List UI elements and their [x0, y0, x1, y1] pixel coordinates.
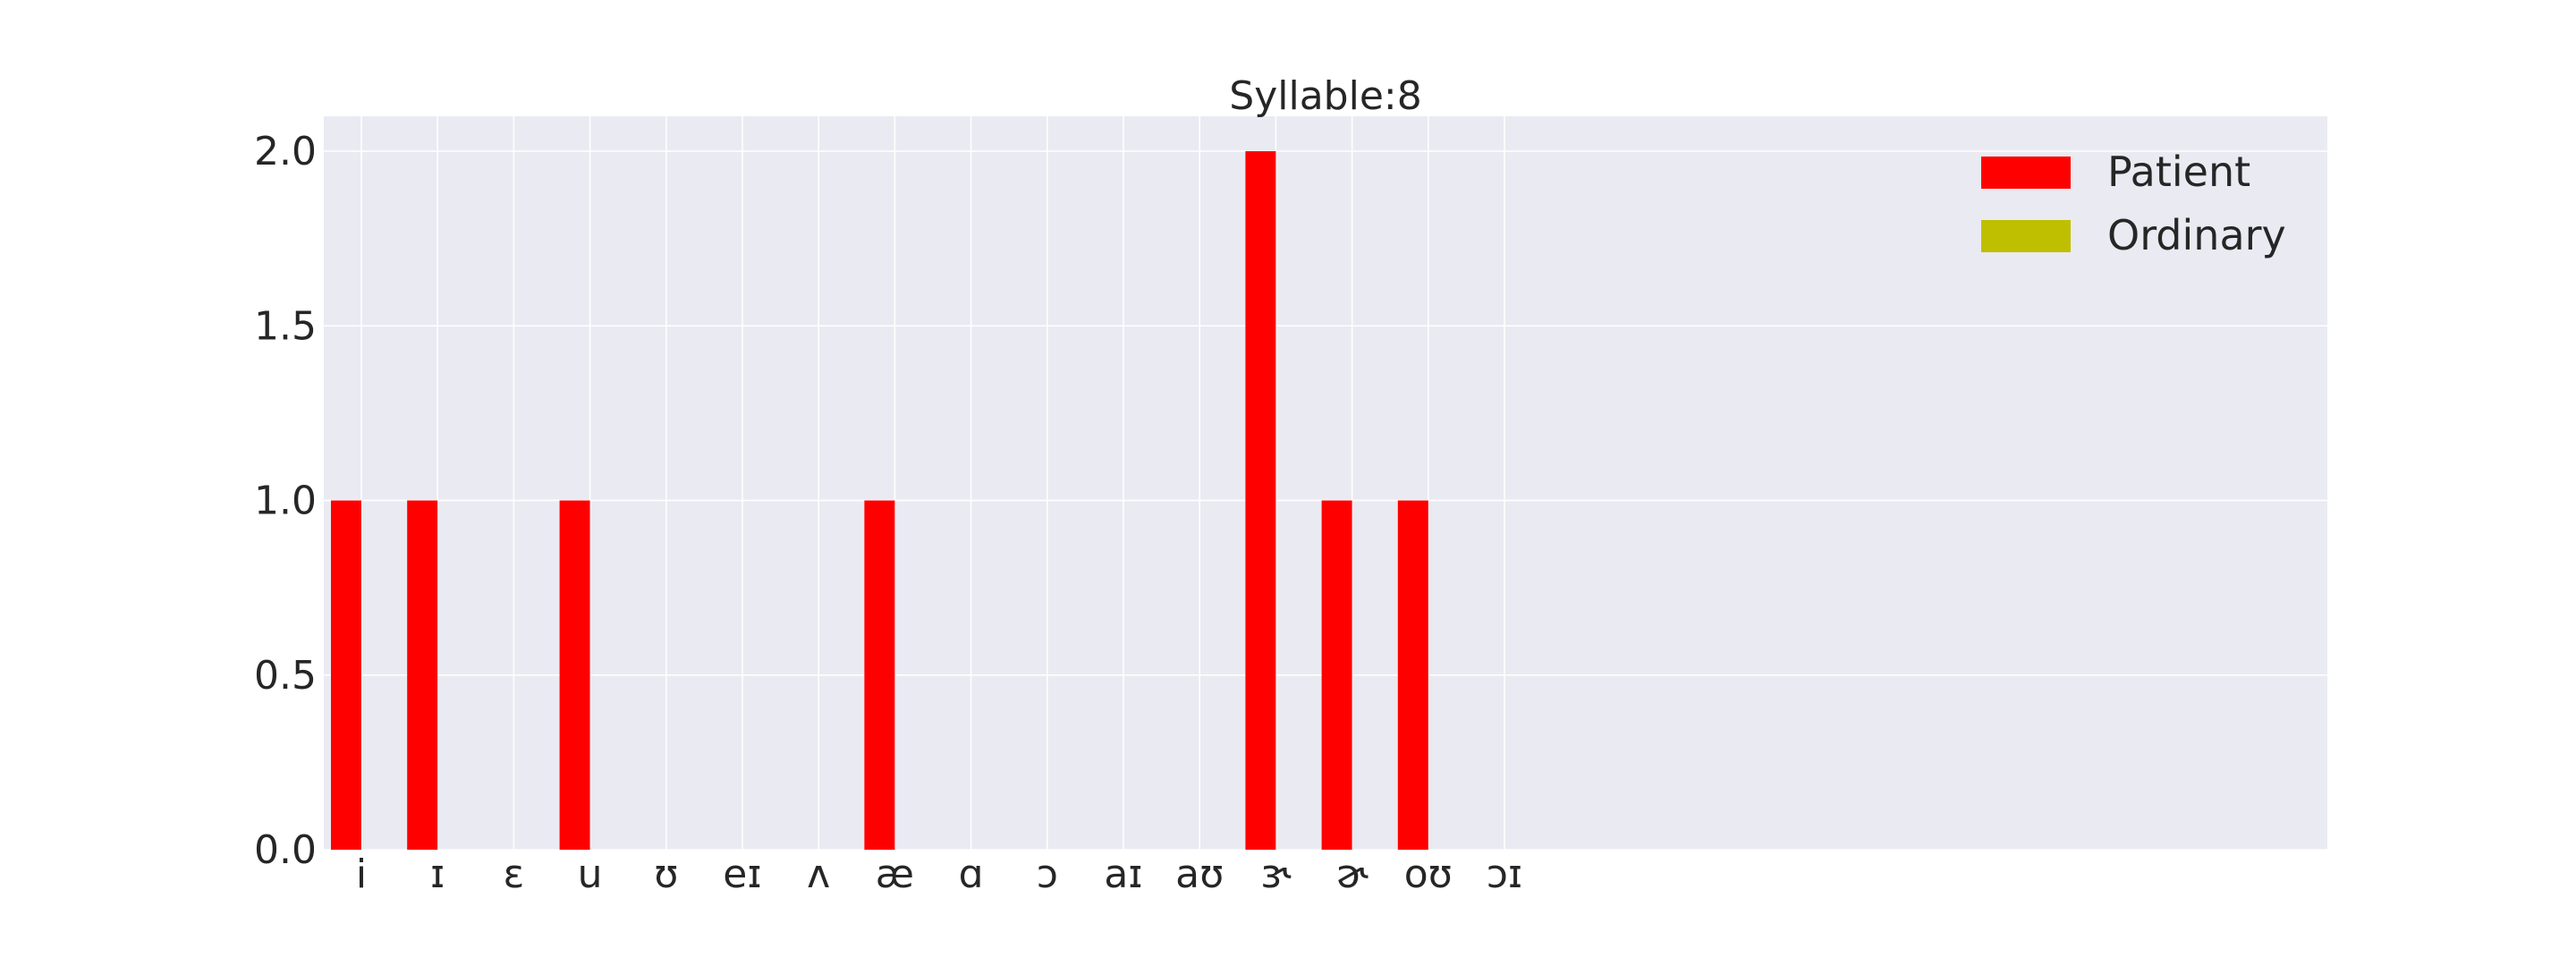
x-tick-label: aʊ — [1175, 852, 1224, 897]
y-tick-label: 1.5 — [254, 303, 317, 349]
bar-patient-7 — [864, 500, 895, 850]
x-tick-label: ɪ — [430, 852, 445, 897]
bar-patient-13 — [1321, 500, 1352, 850]
x-tick-label: æ — [876, 852, 914, 897]
legend-label-ordinary: Ordinary — [2107, 211, 2286, 259]
y-tick-label: 0.5 — [254, 653, 317, 699]
x-tick-label: i — [356, 852, 367, 897]
y-tick-label: 2.0 — [254, 129, 317, 174]
x-tick-label: ɝ — [1260, 852, 1291, 897]
bars — [331, 151, 1428, 851]
legend-swatch-ordinary — [1981, 220, 2071, 252]
y-axis-ticks: 0.0 0.5 1.0 1.5 2.0 — [254, 129, 317, 873]
x-tick-label: u — [578, 852, 603, 897]
x-tick-label: ɑ — [959, 852, 984, 897]
x-tick-label: aɪ — [1104, 852, 1142, 897]
x-tick-label: oʊ — [1404, 852, 1453, 897]
x-tick-label: ɛ — [504, 852, 525, 897]
y-tick-label: 0.0 — [254, 827, 317, 873]
x-tick-label: ʌ — [807, 852, 830, 897]
y-tick-label: 1.0 — [254, 479, 317, 524]
legend-label-patient: Patient — [2107, 148, 2250, 196]
x-tick-label: ɔ — [1037, 852, 1058, 897]
bar-patient-12 — [1245, 151, 1276, 851]
legend-swatch-patient — [1981, 157, 2071, 189]
legend: Patient Ordinary — [1981, 148, 2286, 259]
chart-title: Syllable:8 — [1229, 73, 1421, 119]
x-tick-label: ʊ — [654, 852, 678, 897]
bar-patient-14 — [1397, 500, 1428, 850]
x-tick-label: eɪ — [723, 852, 761, 897]
bar-patient-1 — [407, 500, 438, 850]
x-axis-ticks: i ɪ ɛ u ʊ eɪ ʌ æ ɑ ɔ aɪ aʊ ɝ ɚ oʊ ɔɪ — [356, 852, 1522, 897]
x-tick-label: ɔɪ — [1487, 852, 1523, 897]
bar-patient-3 — [559, 500, 590, 850]
x-tick-label: ɚ — [1336, 852, 1368, 897]
bar-patient-0 — [331, 500, 361, 850]
